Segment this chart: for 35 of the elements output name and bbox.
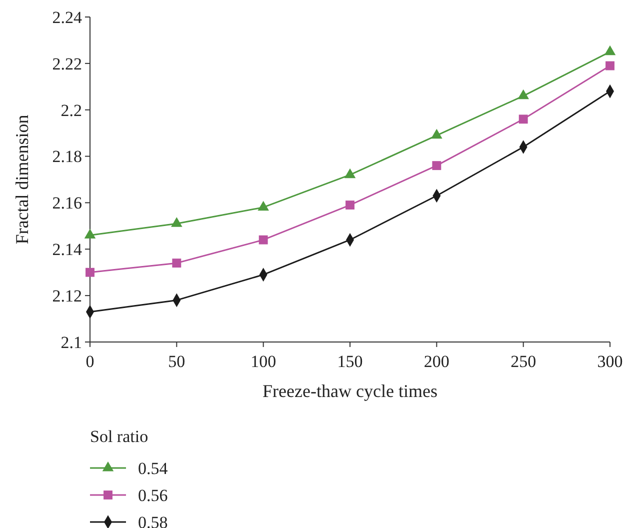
point <box>86 268 94 277</box>
point <box>431 128 442 139</box>
x-tick-label: 100 <box>250 352 276 371</box>
x-tick-label: 50 <box>168 352 186 371</box>
point <box>432 161 442 170</box>
x-tick-label: 200 <box>424 352 450 371</box>
point <box>258 235 268 244</box>
point <box>604 45 616 56</box>
y-axis-title: Fractal dimension <box>12 114 32 244</box>
point <box>172 258 182 268</box>
y-tick-label: 2.2 <box>60 100 82 120</box>
legend-label: 0.58 <box>138 513 168 528</box>
legend-title: Sol ratio <box>90 427 148 446</box>
y-tick-label: 2.12 <box>52 286 82 306</box>
y-tick-label: 2.18 <box>52 147 82 166</box>
point <box>258 200 269 211</box>
y-tick-label: 2.16 <box>52 194 82 213</box>
point <box>346 200 354 210</box>
x-tick-label: 300 <box>597 352 623 371</box>
point <box>518 114 528 124</box>
x-tick-label: 150 <box>337 352 363 371</box>
y-tick-label: 2.14 <box>52 240 82 260</box>
point <box>606 61 614 70</box>
point <box>84 228 96 238</box>
legend-label: 0.56 <box>138 486 168 505</box>
legend-label: 0.54 <box>138 459 168 478</box>
y-tick-label: 2.24 <box>52 8 82 27</box>
point <box>171 217 182 227</box>
point <box>344 168 356 178</box>
x-axis-title: Freeze-thaw cycle times <box>262 381 438 401</box>
x-tick-label: 250 <box>510 352 536 371</box>
point <box>518 89 529 100</box>
y-tick-label: 2.1 <box>60 332 82 352</box>
x-tick-label: 0 <box>86 352 94 371</box>
y-tick-label: 2.22 <box>52 54 82 74</box>
